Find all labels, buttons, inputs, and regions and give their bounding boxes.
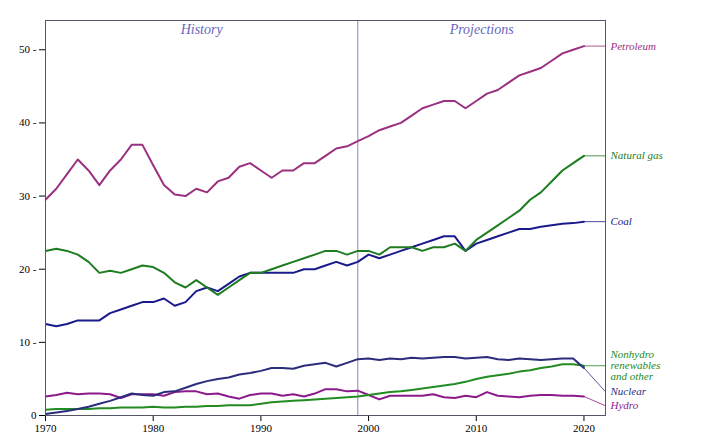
svg-text:50 -: 50 - [19,43,37,55]
svg-text:0: 0 [31,409,37,421]
svg-text:30 -: 30 - [19,190,37,202]
svg-text:History: History [180,22,224,37]
svg-text:1990: 1990 [250,422,273,434]
svg-text:Natural gas: Natural gas [610,149,663,161]
svg-text:Nonhydrorenewablesand other: Nonhydrorenewablesand other [610,348,661,382]
svg-text:1970: 1970 [35,422,58,434]
svg-text:Coal: Coal [611,215,632,227]
svg-text:20 -: 20 - [19,263,37,275]
svg-text:1980: 1980 [142,422,165,434]
svg-text:2000: 2000 [358,422,381,434]
svg-text:2020: 2020 [573,422,596,434]
svg-text:2010: 2010 [465,422,488,434]
svg-text:Petroleum: Petroleum [610,40,656,52]
svg-text:10 -: 10 - [19,336,37,348]
svg-text:Projections: Projections [449,22,515,37]
svg-text:Hydro: Hydro [610,399,639,411]
svg-text:40 -: 40 - [19,116,37,128]
svg-text:Nuclear: Nuclear [610,385,647,397]
